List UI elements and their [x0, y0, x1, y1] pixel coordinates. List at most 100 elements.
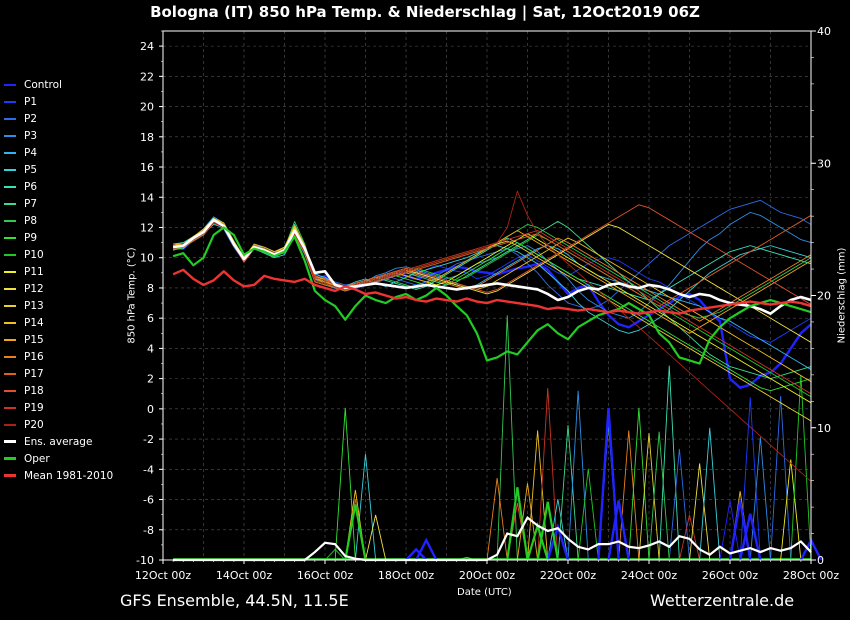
precip-control-bump [738, 513, 762, 561]
precip-control-bump [415, 537, 438, 561]
y-tick-label: 24 [140, 40, 154, 53]
precip-spike [365, 514, 387, 561]
legend-swatch [4, 168, 16, 171]
precip-spike [689, 463, 711, 561]
x-tick-label: 26Oct 00z [702, 569, 759, 582]
series-line [172, 219, 812, 422]
legend-swatch [4, 355, 16, 358]
legend-label: P12 [24, 282, 44, 295]
y2-axis-ticks: 0 10 20 30 40 [811, 25, 831, 567]
legend-swatch [4, 100, 16, 103]
legend-item: P2 [4, 110, 129, 127]
legend-swatch [4, 253, 16, 256]
legend-item: P19 [4, 399, 129, 416]
legend-label: P15 [24, 333, 44, 346]
x-tick-label: 28Oct 00z [783, 569, 840, 582]
legend-label: P8 [24, 214, 38, 227]
x-axis-ticks: 12Oct 00z 14Oct 00z 16Oct 00z 18Oct 00z 20Oc… [135, 560, 840, 582]
y-tick-label: -4 [143, 463, 154, 476]
legend: Control P1 P2 P3 P4 P5 P6 P7 P8 P9 P10 P11 P12 P13 P14… [4, 76, 129, 484]
precip-spike [699, 427, 721, 561]
legend-item: P15 [4, 331, 129, 348]
precip-spike [567, 390, 589, 561]
precip-spike [628, 407, 650, 561]
y-tick-label: -8 [143, 524, 154, 537]
series-line [172, 218, 812, 315]
legend-label: P5 [24, 163, 38, 176]
legend-item: P5 [4, 161, 129, 178]
legend-swatch [4, 304, 16, 307]
legend-swatch [4, 270, 16, 273]
legend-item: P1 [4, 93, 129, 110]
x-tick-label: 12Oct 00z [135, 569, 192, 582]
precip-spike [557, 425, 579, 561]
y2-axis-title: Niederschlag (mm) [836, 247, 848, 344]
precip-spike [668, 448, 690, 561]
legend-item: Oper [4, 450, 129, 467]
precip-spike [324, 548, 346, 561]
series-line [173, 217, 812, 319]
legend-item: P16 [4, 348, 129, 365]
temperature-series [172, 190, 812, 482]
legend-item: P18 [4, 382, 129, 399]
series-line [172, 268, 812, 315]
precip-spike [597, 423, 620, 561]
precip-oper-bump [506, 487, 529, 561]
legend-swatch [4, 134, 16, 137]
legend-label: P13 [24, 299, 44, 312]
precip-ens-average [173, 516, 812, 562]
y-tick-label: 20 [140, 101, 154, 114]
legend-item: P13 [4, 297, 129, 314]
legend-item: Ens. average [4, 433, 129, 450]
legend-label: Mean 1981-2010 [24, 469, 114, 482]
legend-item: P11 [4, 263, 129, 280]
legend-item: P4 [4, 144, 129, 161]
precip-control-bump [597, 407, 620, 561]
legend-item: P10 [4, 246, 129, 263]
precip-spike [658, 365, 680, 561]
legend-item: P17 [4, 365, 129, 382]
legend-label: P14 [24, 316, 44, 329]
precip-spike [648, 431, 670, 561]
precip-spike [790, 374, 812, 561]
precip-spike [496, 315, 518, 561]
y2-tick-label: 20 [817, 290, 831, 303]
legend-label: P7 [24, 197, 38, 210]
series-line [173, 216, 812, 370]
precip-spike [527, 430, 549, 561]
legend-label: Control [24, 78, 62, 91]
precip-control-bump [607, 500, 630, 561]
y2-tick-label: 10 [817, 422, 831, 435]
legend-swatch [4, 117, 16, 120]
legend-swatch [4, 321, 16, 324]
legend-label: P18 [24, 384, 44, 397]
y-tick-label: -6 [143, 494, 154, 507]
legend-item: P12 [4, 280, 129, 297]
legend-swatch [4, 423, 16, 426]
legend-swatch [4, 236, 16, 239]
y-tick-label: 18 [140, 131, 154, 144]
legend-item: Control [4, 76, 129, 93]
legend-label: P3 [24, 129, 38, 142]
legend-label: P19 [24, 401, 44, 414]
precip-spike [780, 459, 802, 561]
legend-swatch [4, 338, 16, 341]
precip-control-bump [728, 500, 752, 561]
y-tick-label: -10 [136, 554, 154, 567]
series-line [173, 204, 812, 305]
precip-control-bump [405, 547, 428, 561]
precip-spike [770, 395, 792, 561]
precip-spike [739, 397, 761, 561]
x-tick-label: 18Oct 00z [378, 569, 435, 582]
legend-label: P10 [24, 248, 44, 261]
legend-swatch [4, 389, 16, 392]
legend-item: P20 [4, 416, 129, 433]
series-line [172, 226, 812, 365]
legend-label: P6 [24, 180, 38, 193]
legend-swatch [4, 406, 16, 409]
x-tick-label: 24Oct 00z [621, 569, 678, 582]
x-tick-label: 16Oct 00z [297, 569, 354, 582]
y2-tick-label: 40 [817, 25, 831, 38]
